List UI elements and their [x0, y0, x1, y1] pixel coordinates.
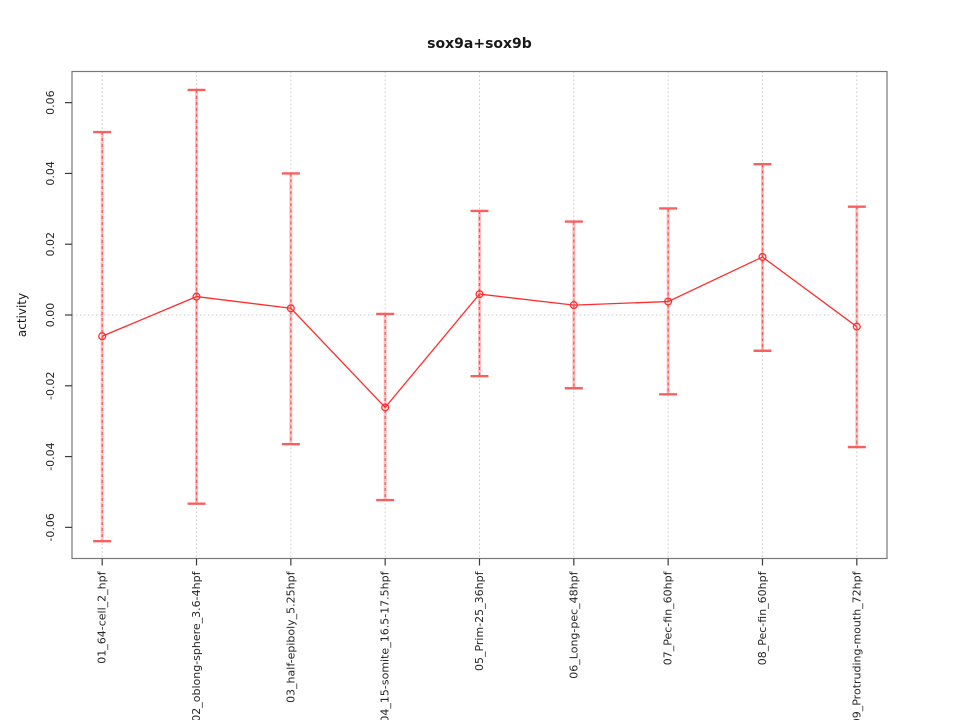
- y-tick-label: -0.02: [44, 372, 57, 400]
- y-tick-label: 0.02: [44, 232, 57, 257]
- chart-title: sox9a+sox9b: [427, 36, 532, 52]
- y-axis-label: activity: [15, 293, 29, 337]
- data-point: [852, 322, 861, 331]
- data-line: [101, 256, 858, 409]
- x-tick-label: 01_64-cell_2_hpf: [96, 570, 109, 663]
- data-point: [98, 332, 107, 341]
- y-tick-label: 0.00: [44, 303, 57, 328]
- x-tick-label: 05_Prim-25_36hpf: [473, 570, 486, 671]
- x-tick-label: 03_half-epiboly_5.25hpf: [284, 570, 297, 703]
- y-tick-label: 0.04: [44, 161, 57, 186]
- x-tick-label: 07_Pec-fin_60hpf: [662, 570, 675, 665]
- data-point: [192, 292, 201, 301]
- x-tick-label: 06_Long-pec_48hpf: [567, 570, 580, 678]
- data-point: [758, 252, 767, 262]
- y-tick-label: 0.06: [44, 90, 57, 115]
- x-tick-label: 08_Pec-fin_60hpf: [756, 570, 769, 665]
- data-point: [664, 297, 673, 306]
- y-tick-label: -0.04: [44, 442, 57, 470]
- data-point: [381, 403, 390, 412]
- plot-content: -0.06 -0.04 -0.02 0.00 0.02 0.04 0.06 01_64-cel…: [44, 70, 888, 724]
- data-point: [286, 304, 295, 313]
- x-tick-label: 04_15-somite_16.5-17.5hpf: [379, 570, 392, 720]
- y-tick-label: -0.06: [44, 513, 57, 541]
- x-tick-label: 02_oblong-sphere_3.6-4hpf: [190, 570, 203, 720]
- x-tick-label: 09_Protruding-mouth_72hpf: [850, 570, 863, 720]
- data-point: [569, 301, 578, 310]
- data-point: [475, 290, 484, 299]
